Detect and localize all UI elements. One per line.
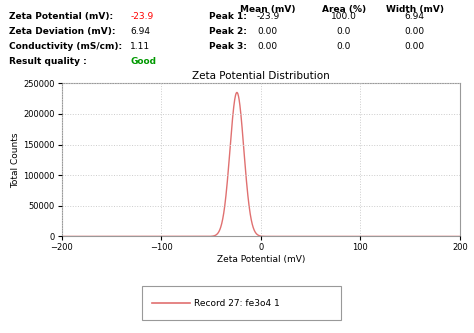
Text: Peak 3:: Peak 3: [209, 42, 246, 51]
Text: Peak 2:: Peak 2: [209, 27, 246, 36]
Text: 0.00: 0.00 [405, 42, 425, 51]
Text: Peak 1:: Peak 1: [209, 12, 246, 21]
Text: 0.0: 0.0 [337, 27, 351, 36]
Text: 100.0: 100.0 [331, 12, 356, 21]
Text: Mean (mV): Mean (mV) [240, 5, 296, 14]
Text: -23.9: -23.9 [130, 12, 154, 21]
Text: -23.9: -23.9 [256, 12, 280, 21]
Text: 0.0: 0.0 [337, 42, 351, 51]
Text: 6.94: 6.94 [405, 12, 425, 21]
Text: 0.00: 0.00 [258, 42, 278, 51]
Text: Good: Good [130, 57, 156, 66]
Text: Width (mV): Width (mV) [386, 5, 444, 14]
Title: Zeta Potential Distribution: Zeta Potential Distribution [192, 71, 329, 81]
Text: Conductivity (mS/cm):: Conductivity (mS/cm): [9, 42, 126, 51]
Text: Zeta Potential (mV):: Zeta Potential (mV): [9, 12, 117, 21]
Text: Area (%): Area (%) [321, 5, 366, 14]
Text: 6.94: 6.94 [130, 27, 150, 36]
Text: 0.00: 0.00 [405, 27, 425, 36]
Text: Record 27: fe3o4 1: Record 27: fe3o4 1 [194, 298, 280, 308]
Text: Zeta Deviation (mV):: Zeta Deviation (mV): [9, 27, 119, 36]
Text: 1.11: 1.11 [130, 42, 150, 51]
X-axis label: Zeta Potential (mV): Zeta Potential (mV) [217, 255, 305, 264]
Text: Result quality :: Result quality : [9, 57, 91, 66]
Y-axis label: Total Counts: Total Counts [11, 132, 20, 187]
Text: 0.00: 0.00 [258, 27, 278, 36]
